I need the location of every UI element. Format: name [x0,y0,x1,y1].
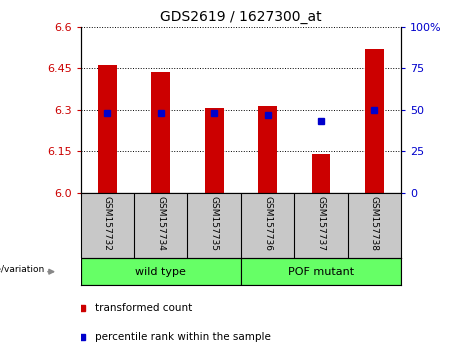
Bar [241,258,401,285]
Text: GSM157737: GSM157737 [316,196,325,251]
Text: GSM157736: GSM157736 [263,196,272,251]
Text: POF mutant: POF mutant [288,267,354,277]
Text: transformed count: transformed count [95,303,192,313]
Text: GSM157738: GSM157738 [370,196,379,251]
Text: GSM157732: GSM157732 [103,196,112,251]
Bar [98,65,117,193]
Bar [258,105,277,193]
Bar [81,258,241,285]
Bar [365,49,384,193]
Text: wild type: wild type [136,267,186,277]
Text: percentile rank within the sample: percentile rank within the sample [95,332,271,342]
Bar [205,108,224,193]
Text: GSM157734: GSM157734 [156,196,165,251]
Text: genotype/variation: genotype/variation [0,264,44,274]
Text: GSM157735: GSM157735 [210,196,219,251]
Title: GDS2619 / 1627300_at: GDS2619 / 1627300_at [160,10,322,24]
Bar [312,154,331,193]
Bar [151,72,170,193]
